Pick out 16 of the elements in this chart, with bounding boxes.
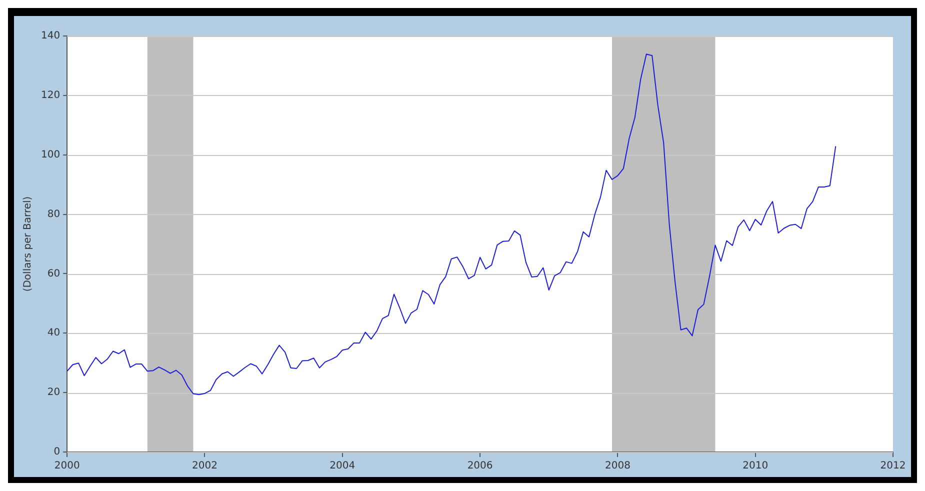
y-tick-label: 20 bbox=[47, 387, 60, 398]
x-tick-label: 2002 bbox=[192, 460, 218, 472]
y-axis-title: (Dollars per Barrel) bbox=[22, 196, 34, 292]
x-tick-label: 2006 bbox=[467, 460, 493, 472]
x-tick-label: 2008 bbox=[604, 460, 630, 472]
x-tick-label: 2010 bbox=[742, 460, 768, 472]
y-tick-label: 80 bbox=[47, 208, 60, 220]
y-tick-label: 0 bbox=[54, 446, 60, 458]
y-tick-label: 140 bbox=[40, 30, 60, 42]
y-tick-label: 40 bbox=[47, 328, 60, 339]
x-tick-label: 2012 bbox=[880, 460, 906, 472]
y-tick-label: 120 bbox=[40, 90, 60, 102]
x-tick-label: 2004 bbox=[330, 460, 356, 472]
y-tick-label: 100 bbox=[40, 149, 60, 160]
x-tick-label: 2000 bbox=[54, 460, 80, 472]
y-tick-label: 60 bbox=[47, 268, 60, 280]
